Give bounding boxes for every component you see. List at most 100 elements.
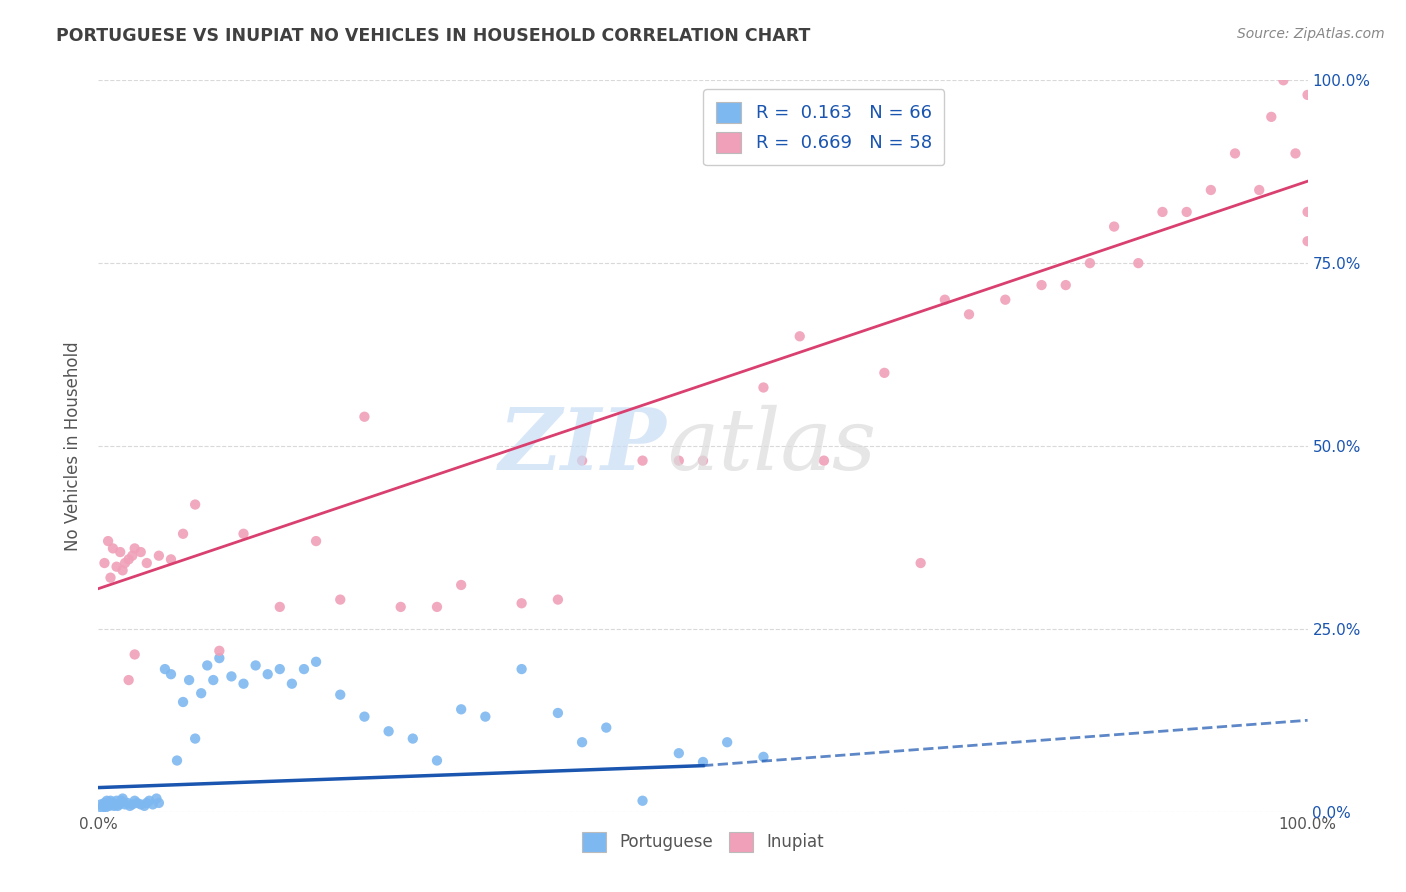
Point: [208, 651, 231, 665]
Point: [1284, 146, 1306, 161]
Point: [153, 662, 176, 676]
Point: [118, 798, 141, 813]
Point: [292, 662, 315, 676]
Point: [1152, 205, 1174, 219]
Point: [107, 798, 129, 813]
Point: [716, 735, 738, 749]
Point: [118, 552, 141, 566]
Point: [426, 754, 449, 768]
Point: [305, 655, 328, 669]
Point: [121, 549, 143, 563]
Text: atlas: atlas: [666, 405, 876, 487]
Point: [129, 545, 152, 559]
Point: [160, 667, 183, 681]
Point: [752, 749, 775, 764]
Point: [510, 596, 533, 610]
Point: [97, 797, 120, 812]
Point: [426, 599, 449, 614]
Point: [1296, 234, 1319, 248]
Point: [124, 648, 146, 662]
Point: [100, 797, 122, 812]
Text: ZIP: ZIP: [499, 404, 666, 488]
Point: [118, 673, 141, 687]
Point: [510, 662, 533, 676]
Point: [142, 797, 165, 812]
Point: [184, 498, 207, 512]
Point: [114, 556, 136, 570]
Point: [124, 794, 146, 808]
Point: [571, 453, 593, 467]
Point: [353, 409, 375, 424]
Point: [108, 545, 131, 559]
Point: [1296, 87, 1319, 102]
Point: [789, 329, 811, 343]
Text: Source: ZipAtlas.com: Source: ZipAtlas.com: [1237, 27, 1385, 41]
Point: [668, 453, 690, 467]
Point: [111, 791, 134, 805]
Point: [166, 754, 188, 768]
Point: [692, 755, 714, 769]
Y-axis label: No Vehicles in Household: No Vehicles in Household: [65, 341, 83, 551]
Point: [93, 796, 115, 810]
Point: [377, 724, 399, 739]
Point: [105, 794, 128, 808]
Point: [245, 658, 267, 673]
Point: [117, 796, 139, 810]
Point: [281, 676, 304, 690]
Point: [232, 526, 254, 541]
Point: [450, 702, 472, 716]
Point: [1260, 110, 1282, 124]
Point: [353, 709, 375, 723]
Point: [124, 541, 146, 556]
Point: [100, 571, 122, 585]
Point: [957, 307, 980, 321]
Point: [96, 794, 118, 808]
Point: [221, 669, 243, 683]
Point: [148, 549, 170, 563]
Point: [129, 797, 152, 812]
Point: [232, 676, 254, 690]
Point: [104, 797, 127, 812]
Point: [571, 735, 593, 749]
Point: [1272, 73, 1295, 87]
Point: [474, 709, 496, 723]
Point: [91, 798, 114, 813]
Point: [111, 563, 134, 577]
Point: [127, 796, 149, 810]
Point: [98, 798, 121, 813]
Point: [1199, 183, 1222, 197]
Point: [94, 800, 117, 814]
Point: [1175, 205, 1198, 219]
Point: [93, 556, 115, 570]
Point: [184, 731, 207, 746]
Point: [329, 688, 352, 702]
Point: [910, 556, 932, 570]
Point: [1223, 146, 1246, 161]
Point: [934, 293, 956, 307]
Point: [402, 731, 425, 746]
Point: [108, 797, 131, 812]
Point: [631, 453, 654, 467]
Point: [1054, 278, 1077, 293]
Point: [101, 541, 124, 556]
Point: [1128, 256, 1150, 270]
Point: [547, 592, 569, 607]
Point: [547, 706, 569, 720]
Point: [100, 794, 122, 808]
Point: [269, 662, 291, 676]
Point: [138, 794, 160, 808]
Point: [105, 559, 128, 574]
Point: [91, 801, 114, 815]
Point: [1031, 278, 1053, 293]
Point: [208, 644, 231, 658]
Point: [631, 794, 654, 808]
Point: [160, 552, 183, 566]
Point: [90, 797, 112, 812]
Point: [101, 796, 124, 810]
Point: [692, 453, 714, 467]
Point: [114, 797, 136, 812]
Point: [1249, 183, 1271, 197]
Point: [103, 798, 125, 813]
Point: [172, 695, 194, 709]
Point: [1102, 219, 1125, 234]
